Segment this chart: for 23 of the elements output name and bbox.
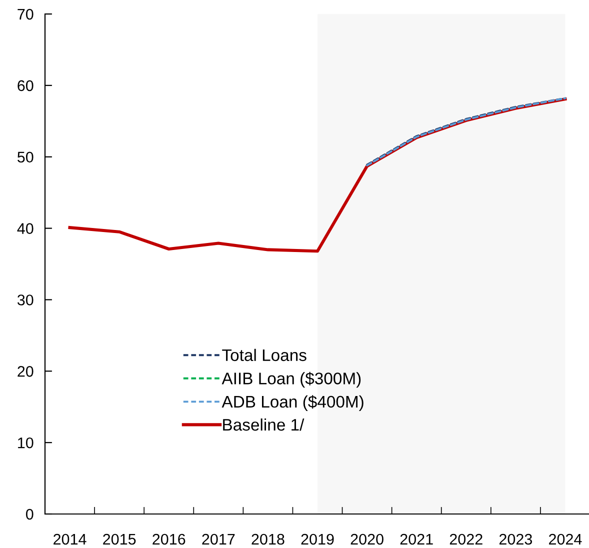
y-tick-label: 20 [18, 366, 34, 377]
legend-label: Baseline 1/ [223, 418, 304, 431]
x-tick-label: 2014 [54, 534, 86, 545]
x-tick-label: 2017 [202, 534, 235, 545]
x-tick-label: 2015 [103, 534, 136, 545]
x-tick-label: 2020 [350, 534, 384, 545]
x-tick-label: 2018 [252, 534, 284, 545]
y-tick-label: 70 [18, 8, 34, 20]
x-tick-label: 2019 [301, 534, 334, 545]
x-tick-label: 2022 [450, 534, 482, 545]
x-tick-label: 2016 [152, 534, 186, 545]
x-tick-label: 2024 [549, 534, 582, 545]
y-tick-label: 60 [18, 80, 34, 92]
legend-label: AIIB Loan ($300M) [222, 372, 361, 388]
legend-label: ADB Loan ($400M) [222, 395, 364, 411]
y-tick-label: 50 [18, 152, 34, 163]
y-tick-label: 30 [17, 294, 34, 306]
y-tick-label: 10 [18, 437, 34, 448]
legend-label: Total Loans [222, 348, 306, 362]
x-tick-label: 2021 [400, 534, 433, 545]
y-tick-label: 0 [26, 508, 34, 520]
x-tick-label: 2023 [499, 534, 532, 545]
y-tick-label: 40 [17, 223, 34, 234]
